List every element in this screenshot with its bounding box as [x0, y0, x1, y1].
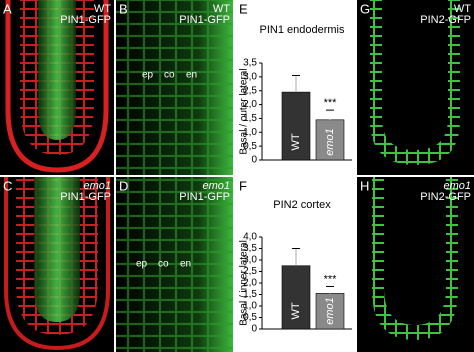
- tissue-label: co: [158, 259, 169, 270]
- micrograph-a: [0, 0, 114, 175]
- y-tick-label: 3,0: [243, 71, 257, 82]
- genotype-label: WT: [454, 3, 471, 15]
- panel-letter: C: [3, 178, 12, 193]
- tissue-label: ep: [136, 259, 148, 270]
- marker-label: PIN1-GFP: [60, 191, 111, 203]
- y-axis-label: Basal / outer lateral: [239, 68, 250, 154]
- tissue-label: en: [186, 70, 197, 81]
- genotype-label: emo1: [443, 180, 471, 192]
- marker-label: PIN1-GFP: [60, 14, 111, 26]
- y-tick-label: 2,0: [243, 99, 257, 110]
- micrograph-h: [357, 177, 474, 352]
- panel-letter: F: [239, 178, 247, 193]
- category-label: WT: [290, 133, 302, 150]
- marker-label: PIN1-GFP: [179, 191, 230, 203]
- genotype-label: emo1: [83, 180, 111, 192]
- chart-title: PIN1 endodermis: [260, 24, 345, 36]
- micrograph-g: [357, 0, 474, 175]
- genotype-label: WT: [94, 3, 111, 15]
- marker-label: PIN2-GFP: [420, 14, 471, 26]
- tissue-label: co: [164, 70, 175, 81]
- y-tick-label: 0: [251, 155, 257, 166]
- panel-letter: E: [239, 1, 248, 16]
- micrograph-d: [116, 177, 233, 352]
- panel-letter: G: [360, 1, 370, 16]
- marker-label: PIN1-GFP: [179, 14, 230, 26]
- genotype-label: emo1: [202, 180, 230, 192]
- panel-letter: B: [119, 1, 128, 16]
- category-label: WT: [290, 302, 302, 319]
- category-label: emo1: [324, 128, 336, 156]
- bar: [281, 91, 311, 161]
- y-axis-label: Basal / inner lateral: [239, 240, 250, 326]
- panel-letter: H: [360, 178, 369, 193]
- y-tick-label: 1,5: [243, 113, 257, 124]
- bar: [315, 119, 345, 161]
- panel-letter: D: [119, 178, 128, 193]
- y-tick-label: 3,0: [243, 255, 257, 266]
- y-tick-label: 3,5: [243, 243, 257, 254]
- significance: ***: [324, 273, 338, 285]
- category-label: emo1: [324, 297, 336, 325]
- marker-label: PIN2-GFP: [420, 191, 471, 203]
- y-tick-label: 1,5: [243, 289, 257, 300]
- micrograph-c: [0, 177, 114, 352]
- y-tick-label: 3,5: [243, 58, 257, 69]
- y-tick-label: 0,5: [243, 312, 257, 323]
- panel-letter: A: [3, 1, 12, 16]
- micrograph-b: [116, 0, 233, 175]
- bar: [281, 265, 311, 330]
- y-tick-label: 2,5: [243, 266, 257, 277]
- tissue-label: ep: [142, 70, 154, 81]
- significance: ***: [324, 97, 338, 109]
- y-tick-label: 4,0: [243, 232, 257, 243]
- y-tick-label: 0,5: [243, 141, 257, 152]
- genotype-label: WT: [213, 3, 230, 15]
- y-tick-label: 2,0: [243, 278, 257, 289]
- tissue-label: en: [180, 259, 191, 270]
- chart-title: PIN2 cortex: [273, 199, 331, 211]
- y-tick-label: 2,5: [243, 85, 257, 96]
- y-tick-label: 1,0: [243, 301, 257, 312]
- y-tick-label: 1,0: [243, 127, 257, 138]
- y-tick-label: 0: [251, 324, 257, 335]
